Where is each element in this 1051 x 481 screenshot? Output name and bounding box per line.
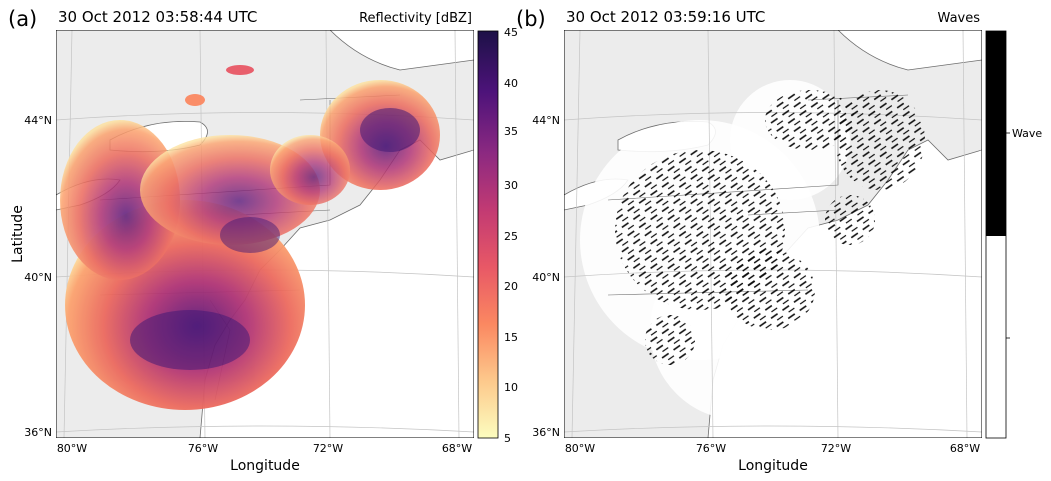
panel-b-label: (b) — [516, 7, 546, 31]
panel-a-timestamp: 30 Oct 2012 03:58:44 UTC — [58, 8, 257, 26]
lon-tick-72: 72°W — [313, 442, 343, 455]
cb-tick-30: 30 — [504, 179, 518, 192]
lon-tick-68-b: 68°W — [950, 442, 980, 455]
st-lawrence — [329, 30, 474, 71]
reflectivity-echo — [60, 65, 440, 410]
panel-a-map — [56, 30, 474, 438]
panel-b-product: Waves — [938, 11, 981, 26]
cb-tick-10: 10 — [504, 381, 518, 394]
lat-tick-36: 36°N — [24, 426, 52, 439]
cb-tick-15: 15 — [504, 331, 518, 344]
lon-tick-72-b: 72°W — [821, 442, 851, 455]
lat-tick-44: 44°N — [24, 114, 52, 127]
cb-tick-35: 35 — [504, 125, 518, 138]
x-axis-title-b: Longitude — [738, 458, 808, 474]
lat-tick-44-b: 44°N — [532, 114, 560, 127]
lon-tick-68: 68°W — [442, 442, 472, 455]
panel-a-label: (a) — [8, 7, 37, 31]
x-axis-title-a: Longitude — [230, 458, 300, 474]
lon-tick-80-b: 80°W — [565, 442, 595, 455]
wave-detections — [615, 90, 925, 365]
reflectivity-colorbar — [477, 30, 499, 439]
cb-tick-20: 20 — [504, 280, 518, 293]
waves-colorbar — [985, 30, 1010, 439]
lat-tick-36-b: 36°N — [532, 426, 560, 439]
colorbar-ticks: 45 40 35 30 25 20 15 10 5 — [504, 26, 518, 445]
panel-a-product: Reflectivity [dBZ] — [359, 11, 472, 26]
lon-tick-76: 76°W — [188, 442, 218, 455]
panel-b-timestamp: 30 Oct 2012 03:59:16 UTC — [566, 8, 765, 26]
cb-tick-25: 25 — [504, 230, 518, 243]
y-axis-title: Latitude — [10, 205, 26, 263]
lon-tick-76-b: 76°W — [696, 442, 726, 455]
cb-tick-45: 45 — [504, 26, 518, 39]
lat-tick-40-b: 40°N — [532, 271, 560, 284]
waves-colorbar-label: Wave — [1012, 127, 1042, 140]
cb-tick-5: 5 — [504, 432, 511, 445]
lon-tick-80: 80°W — [57, 442, 87, 455]
panel-b-map — [564, 30, 982, 438]
lat-tick-40: 40°N — [24, 271, 52, 284]
cb-tick-40: 40 — [504, 77, 518, 90]
